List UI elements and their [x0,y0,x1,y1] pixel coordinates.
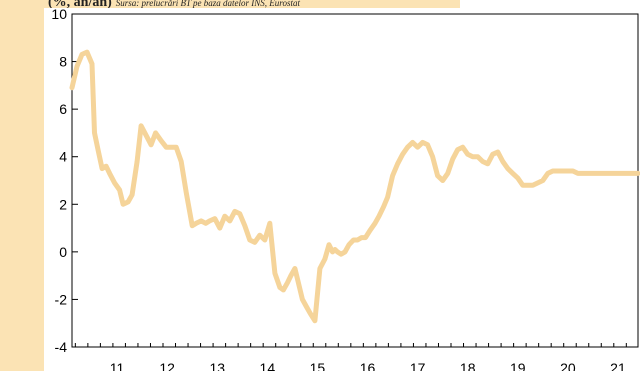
x-tick-label: 15 [310,360,326,371]
y-tick-label: 2 [59,196,67,212]
y-tick-label: 0 [59,244,67,260]
x-axis: 11 12 13 14 15 16 17 18 19 20 21 [74,343,627,371]
series-line [69,49,640,324]
unit-label: (%, an/an) [48,0,112,8]
x-tick-label: 16 [360,360,376,371]
x-tick-label: 21 [610,360,626,371]
y-tick-label: 4 [59,149,67,165]
x-tick-label: 14 [260,360,276,371]
y-axis: 10 8 6 4 2 0 -2 -4 [51,6,78,355]
x-tick-label: 20 [560,360,576,371]
chart-caption: (%, an/an) Sursa: prelucrări BT pe baza … [48,0,300,8]
plot-area [71,13,639,348]
x-tick-label: 13 [209,360,225,371]
x-tick-label: 17 [410,360,426,371]
x-tick-label: 11 [110,360,125,371]
x-tick-label: 18 [460,360,476,371]
source-note: Sursa: prelucrări BT pe baza datelor INS… [115,0,300,8]
y-tick-label: -2 [55,291,68,307]
y-tick-label: 10 [51,6,67,22]
y-tick-label: 8 [59,54,67,70]
caption-band: (%, an/an) Sursa: prelucrări BT pe baza … [0,0,460,8]
y-tick-label: 6 [59,101,67,117]
left-decorative-band [0,0,44,371]
y-tick-label: -4 [55,339,68,355]
x-tick-label: 12 [159,360,175,371]
series-layer [69,49,640,324]
x-tick-label: 19 [510,360,526,371]
